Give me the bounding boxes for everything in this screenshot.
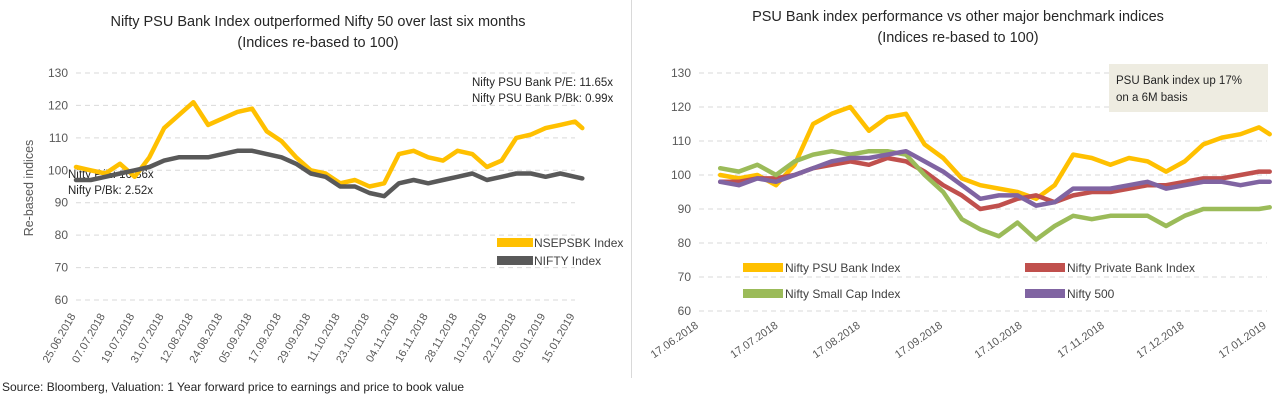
right-series-lines bbox=[717, 104, 1272, 242]
y-tick-label: 80 bbox=[55, 228, 69, 242]
right-chart-svg: PSU Bank index performance vs other majo… bbox=[649, 9, 1272, 361]
y-tick-label: 110 bbox=[49, 131, 68, 145]
x-tick-label: 17.12.2018 bbox=[1134, 320, 1186, 361]
y-tick-label: 70 bbox=[678, 270, 692, 284]
y-tick-label: 100 bbox=[48, 163, 68, 177]
x-tick-label: 17.09.2018 bbox=[893, 320, 945, 361]
y-tick-label: 130 bbox=[671, 66, 691, 80]
y-tick-label: 130 bbox=[48, 66, 68, 80]
psu-pbk-annotation: Nifty PSU Bank P/Bk: 0.99x bbox=[472, 93, 614, 105]
left-chart-svg: Nifty PSU Bank Index outperformed Nifty … bbox=[22, 14, 623, 366]
left-x-ticks: 25.06.201807.07.201819.07.201831.07.2018… bbox=[41, 312, 578, 366]
right-annotation-box: PSU Bank index up 17% on a 6M basis bbox=[1109, 64, 1268, 112]
psu-pe-annotation: Nifty PSU Bank P/E: 11.65x bbox=[472, 77, 613, 89]
left-series-lines bbox=[73, 99, 585, 199]
right-legend: Nifty PSU Bank Index Nifty Private Bank … bbox=[743, 261, 1195, 301]
legend-swatch-nifty-500 bbox=[1025, 289, 1065, 298]
left-chart-title: Nifty PSU Bank Index outperformed Nifty … bbox=[110, 14, 525, 30]
series-line-nsepsbk-index bbox=[73, 99, 585, 189]
series-line-nifty-psu-bank-index bbox=[717, 104, 1272, 202]
legend-label-private-bank: Nifty Private Bank Index bbox=[1067, 261, 1195, 275]
annotation-box-line-2: on a 6M basis bbox=[1116, 92, 1188, 104]
right-chart-title: PSU Bank index performance vs other majo… bbox=[752, 9, 1164, 25]
legend-swatch-nifty bbox=[497, 256, 533, 265]
series-line-nifty-small-cap-index bbox=[717, 148, 1272, 242]
series-line-nifty-500 bbox=[717, 148, 1272, 208]
y-tick-label: 60 bbox=[55, 293, 69, 307]
left-legend: NSEPSBK Index NIFTY Index bbox=[497, 236, 623, 268]
legend-label-nifty: NIFTY Index bbox=[534, 254, 601, 268]
left-chart-panel: Nifty PSU Bank Index outperformed Nifty … bbox=[0, 0, 632, 378]
legend-swatch-psu-bank bbox=[743, 263, 783, 272]
x-tick-label: 17.01.2019 bbox=[1217, 320, 1269, 361]
left-y-axis-label: Re-based indices bbox=[22, 140, 36, 237]
series-line-nifty-index bbox=[73, 148, 585, 199]
legend-label-nifty-500: Nifty 500 bbox=[1067, 287, 1115, 301]
right-chart-panel: PSU Bank index performance vs other majo… bbox=[640, 0, 1273, 378]
right-y-ticks: 130 120 110 100 90 80 70 60 bbox=[671, 66, 691, 318]
x-tick-label: 17.10.2018 bbox=[973, 320, 1025, 361]
y-tick-label: 120 bbox=[671, 100, 691, 114]
legend-label-psu-bank: Nifty PSU Bank Index bbox=[785, 261, 900, 275]
source-note: Source: Bloomberg, Valuation: 1 Year for… bbox=[2, 380, 465, 394]
legend-swatch-small-cap bbox=[743, 289, 783, 298]
legend-label-small-cap: Nifty Small Cap Index bbox=[785, 287, 900, 301]
legend-swatch-private-bank bbox=[1025, 263, 1065, 272]
x-tick-label: 17.06.2018 bbox=[649, 320, 701, 361]
x-tick-label: 17.07.2018 bbox=[728, 320, 780, 361]
y-tick-label: 100 bbox=[671, 168, 691, 182]
y-tick-label: 60 bbox=[678, 304, 692, 318]
y-tick-label: 90 bbox=[55, 196, 69, 210]
legend-swatch-nsepsbk bbox=[497, 238, 533, 247]
y-tick-label: 80 bbox=[678, 236, 692, 250]
annotation-box-line-1: PSU Bank index up 17% bbox=[1116, 75, 1242, 87]
legend-label-nsepsbk: NSEPSBK Index bbox=[534, 236, 623, 250]
right-x-ticks: 17.06.2018 17.07.2018 17.08.2018 17.09.2018… bbox=[649, 320, 1269, 361]
x-tick-label: 17.11.2018 bbox=[1055, 320, 1106, 361]
y-tick-label: 90 bbox=[678, 202, 692, 216]
x-tick-label: 17.08.2018 bbox=[811, 320, 863, 361]
nifty-pbk-annotation: Nifty P/Bk: 2.52x bbox=[68, 185, 153, 197]
right-chart-subtitle: (Indices re-based to 100) bbox=[877, 30, 1038, 46]
left-chart-subtitle: (Indices re-based to 100) bbox=[237, 35, 398, 51]
y-tick-label: 120 bbox=[48, 98, 68, 112]
y-tick-label: 70 bbox=[55, 261, 69, 275]
annotation-box-background bbox=[1109, 64, 1268, 112]
y-tick-label: 110 bbox=[672, 134, 691, 148]
left-y-ticks: 130 120 110 100 90 80 70 60 bbox=[48, 66, 68, 307]
